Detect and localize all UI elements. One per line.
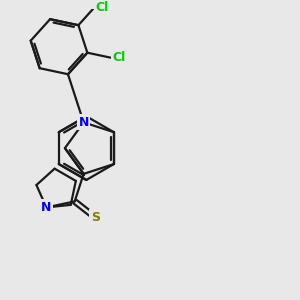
Text: S: S [91,211,100,224]
Text: Cl: Cl [112,51,125,64]
Text: N: N [41,201,52,214]
Text: N: N [78,116,89,129]
Text: Cl: Cl [96,1,109,14]
